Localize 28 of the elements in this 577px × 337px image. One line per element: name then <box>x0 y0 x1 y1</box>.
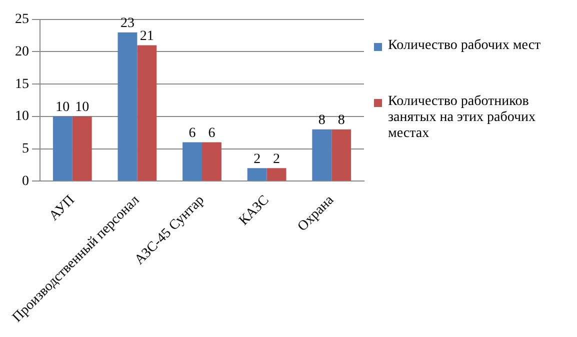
bar <box>72 116 92 181</box>
bar <box>52 116 72 181</box>
data-label: 6 <box>208 126 216 141</box>
legend-label: Количество работников занятых на этих рабочих местах <box>388 94 537 142</box>
bar <box>312 129 332 181</box>
bar <box>182 142 202 181</box>
bar <box>266 168 286 181</box>
data-label: 10 <box>75 100 90 116</box>
data-label: 6 <box>188 126 196 141</box>
data-label: 21 <box>140 28 154 44</box>
y-tick-label: 5 <box>22 141 29 156</box>
data-label: 8 <box>338 113 345 128</box>
data-label: 2 <box>254 152 261 167</box>
y-tick-label: 0 <box>22 174 29 189</box>
bar <box>332 129 352 181</box>
bar <box>137 45 157 181</box>
y-tick-label: 10 <box>15 109 29 124</box>
data-label: 2 <box>273 152 280 167</box>
data-label: 23 <box>120 16 134 32</box>
y-tick-label: 20 <box>15 44 29 60</box>
data-label: 8 <box>318 113 326 128</box>
bar <box>247 168 267 181</box>
data-label: 10 <box>56 100 70 116</box>
bar <box>118 32 138 181</box>
y-tick-label: 25 <box>15 12 29 28</box>
bar <box>202 142 222 181</box>
y-tick-label: 15 <box>15 76 29 92</box>
legend-label: Количество рабочих мест <box>388 38 541 54</box>
